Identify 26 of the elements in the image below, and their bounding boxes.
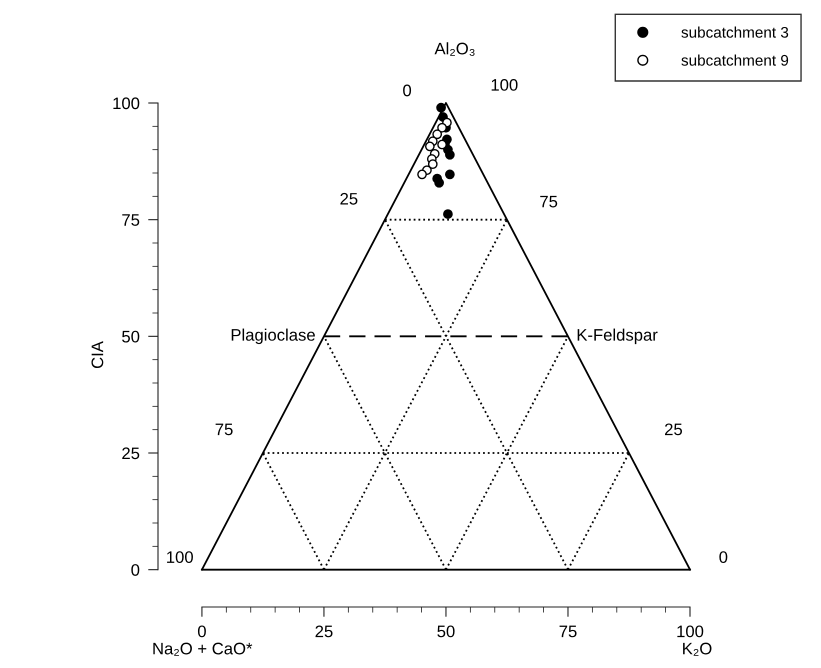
- annotation: 0: [403, 84, 412, 96]
- x-tick-label: 100: [677, 625, 704, 638]
- annotation: 75: [216, 424, 233, 436]
- x-tick-label: 0: [198, 625, 206, 638]
- annotation: 75: [540, 196, 558, 208]
- x-tick-label: 50: [437, 625, 455, 638]
- x-tick-label: 75: [560, 626, 577, 638]
- text: K₂O: [683, 642, 712, 656]
- text: Al₂O₃: [434, 42, 475, 56]
- legend-label: subcatchment 3: [681, 26, 788, 38]
- annotation: 100: [167, 551, 193, 564]
- y-tick-label: 100: [113, 97, 140, 110]
- annotation: 25: [340, 192, 358, 205]
- y-tick-label: 0: [131, 564, 140, 576]
- annotation: 100: [492, 79, 518, 91]
- y-tick-label: 25: [122, 447, 140, 460]
- x-tick-label: 25: [316, 625, 333, 638]
- annotation: K-Feldspar: [578, 328, 658, 344]
- annotation: 25: [665, 423, 682, 436]
- text: Na₂O + CaO*: [153, 642, 252, 656]
- y-axis-title: CIA: [91, 341, 104, 368]
- y-tick-label: 75: [122, 214, 140, 226]
- annotation: 0: [719, 551, 728, 564]
- legend-label: subcatchment 9: [681, 54, 788, 66]
- annotation: Plagioclase: [232, 328, 315, 344]
- y-tick-label: 50: [122, 330, 140, 343]
